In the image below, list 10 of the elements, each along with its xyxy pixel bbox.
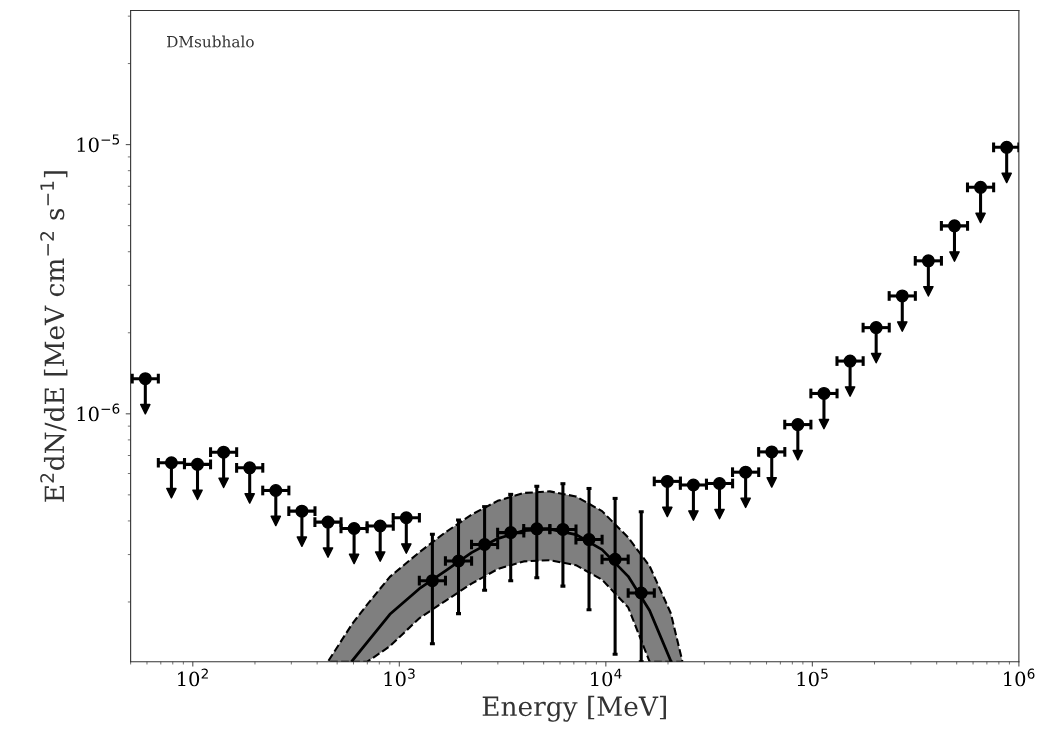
x-tick-label: 10$^{6}$	[1004, 668, 1035, 687]
x-axis-title: Energy [MeV]	[482, 695, 666, 722]
annotation: DMsubhalo	[167, 35, 254, 48]
x-tick-label: 10$^{3}$	[384, 668, 415, 687]
x-tick-label: 10$^{4}$	[591, 668, 622, 687]
y-tick-label: 10$^{−5}$	[77, 134, 120, 153]
x-tick-label: 10$^{2}$	[178, 668, 208, 687]
y-tick-label: 10$^{−6}$	[77, 403, 120, 422]
x-tick-label: 10$^{5}$	[797, 668, 828, 687]
y-axis-title: E$^{2}$dN/dE [MeV cm$^{−2}$ s$^{−1}$]	[40, 171, 68, 502]
